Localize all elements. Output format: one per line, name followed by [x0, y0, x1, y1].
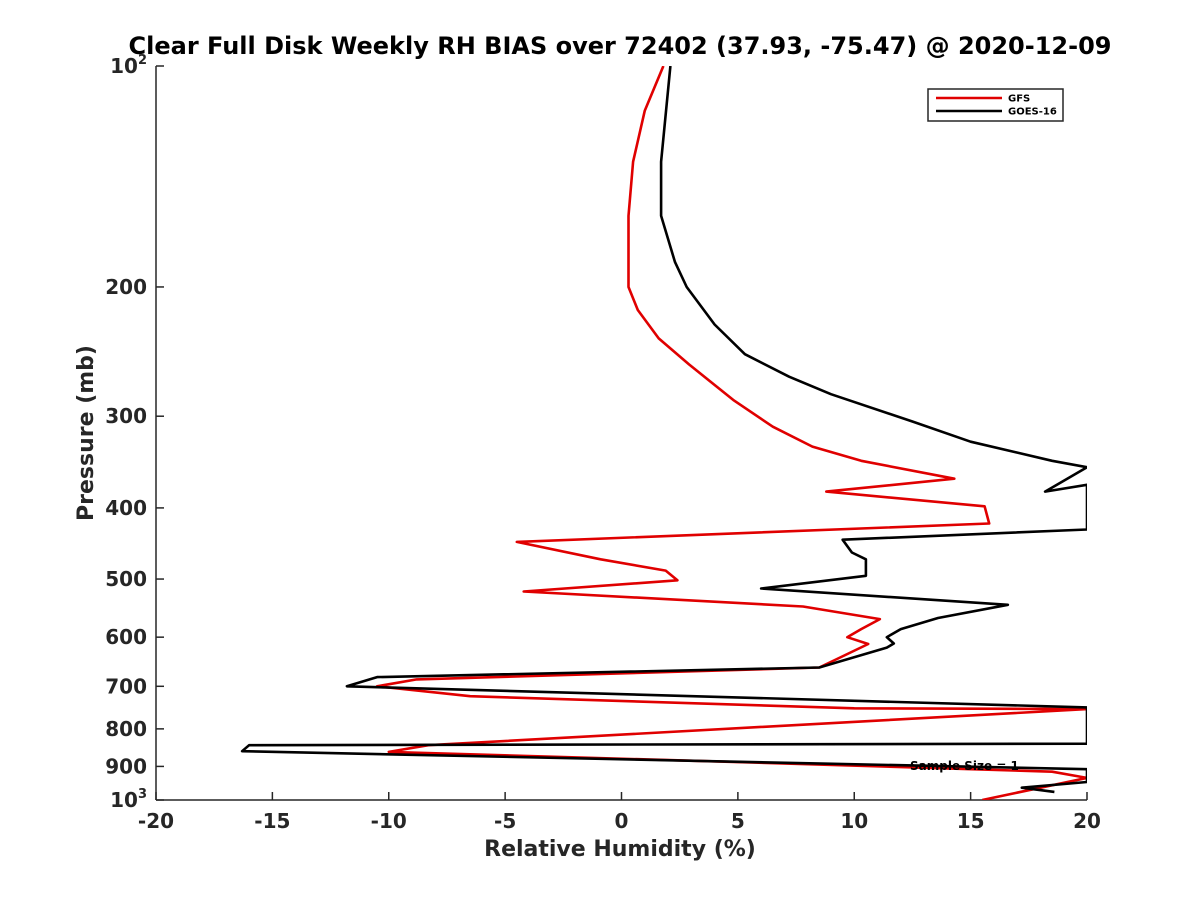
- chart-title: Clear Full Disk Weekly RH BIAS over 7240…: [129, 32, 1112, 60]
- y-tick-label: 300: [105, 404, 147, 428]
- x-tick-label: 20: [1073, 809, 1101, 833]
- y-tick-label: 700: [105, 674, 147, 698]
- sample-size-annotation: Sample Size = 1: [910, 759, 1019, 773]
- x-ticks: -20 -15 -10 -5 0 5 10 15 20: [138, 792, 1101, 833]
- legend-box: [927, 88, 1064, 122]
- x-tick-label: 5: [731, 809, 745, 833]
- x-tick-label: -15: [254, 809, 290, 833]
- y-tick-exponent: 3: [138, 787, 147, 802]
- y-axis-label: Pressure (mb): [74, 345, 99, 521]
- y-tick-base: 10: [110, 54, 138, 78]
- legend-label-gfs: GFS: [1008, 94, 1030, 105]
- legend-label-goes16: GOES-16: [1008, 107, 1057, 118]
- y-tick-exponent: 2: [138, 53, 147, 68]
- x-tick-label: -20: [138, 809, 174, 833]
- x-tick-label: 0: [615, 809, 629, 833]
- y-tick-label: 103: [110, 787, 147, 812]
- y-tick-label: 600: [105, 625, 147, 649]
- x-tick-label: 10: [840, 809, 868, 833]
- series-line-gfs: [375, 66, 1087, 800]
- series-line-goes-16: [240, 66, 1087, 794]
- legend: GFS GOES-16: [927, 88, 1064, 122]
- y-tick-label: 200: [105, 275, 147, 299]
- y-tick-label: 102: [110, 53, 147, 78]
- y-tick-label: 500: [105, 567, 147, 591]
- x-axis-label: Relative Humidity (%): [484, 837, 756, 862]
- y-tick-label: 800: [105, 717, 147, 741]
- series-layer: [240, 66, 1087, 800]
- x-tick-label: -5: [494, 809, 516, 833]
- x-tick-label: -10: [371, 809, 407, 833]
- y-tick-label: 400: [105, 496, 147, 520]
- y-tick-label: 900: [105, 754, 147, 778]
- x-tick-label: 15: [957, 809, 985, 833]
- y-tick-base: 10: [110, 788, 138, 812]
